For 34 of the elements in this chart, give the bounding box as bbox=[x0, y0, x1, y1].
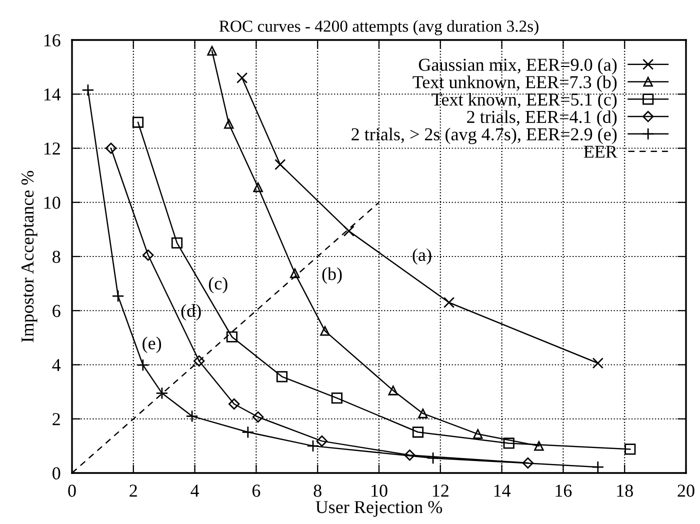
x-tick-label: 12 bbox=[432, 484, 448, 497]
legend-label: 2 trials, > 2s (avg 4.7s), EER=2.9 (e) bbox=[352, 128, 617, 144]
y-tick-label: 8 bbox=[52, 250, 60, 263]
y-tick-label: 14 bbox=[44, 88, 61, 100]
x-tick-label: 20 bbox=[678, 484, 694, 497]
chart-title: ROC curves - 4200 attempts (avg duration 3.2s) bbox=[219, 20, 538, 36]
x-tick-label: 16 bbox=[556, 484, 572, 497]
x-tick-label: 14 bbox=[494, 484, 511, 497]
y-tick-label: 12 bbox=[44, 142, 60, 155]
x-tick-label: 0 bbox=[68, 484, 76, 497]
annotation: (e) bbox=[142, 336, 162, 354]
y-tick-label: 10 bbox=[44, 196, 60, 209]
y-tick-label: 6 bbox=[52, 304, 60, 318]
x-tick-label: 18 bbox=[617, 484, 633, 497]
y-tick-label: 0 bbox=[52, 467, 60, 480]
x-tick-label: 4 bbox=[190, 484, 200, 497]
x-tick-label: 2 bbox=[130, 484, 137, 497]
y-tick-label: 2 bbox=[52, 413, 60, 426]
y-tick-label: 4 bbox=[52, 359, 61, 372]
legend-label: EER bbox=[584, 146, 618, 158]
legend-label: Text unknown, EER=7.3 (b) bbox=[412, 76, 617, 92]
legend-label: 2 trials, EER=4.1 (d) bbox=[467, 110, 617, 127]
y-axis-title: Impostor Acceptance % bbox=[21, 170, 38, 342]
x-axis-title: User Rejection % bbox=[316, 501, 442, 517]
legend-label: Gaussian mix, EER=9.0 (a) bbox=[418, 58, 617, 75]
y-tick-label: 16 bbox=[44, 34, 60, 46]
x-tick-label: 8 bbox=[314, 484, 322, 497]
legend-label: Text known, EER=5.1 (c) bbox=[432, 92, 617, 110]
annotation: (d) bbox=[181, 304, 201, 321]
annotation: (b) bbox=[322, 267, 342, 284]
annotation: (a) bbox=[412, 248, 432, 265]
x-tick-label: 10 bbox=[372, 484, 388, 497]
x-tick-label: 6 bbox=[252, 484, 260, 497]
annotation: (c) bbox=[208, 276, 228, 294]
